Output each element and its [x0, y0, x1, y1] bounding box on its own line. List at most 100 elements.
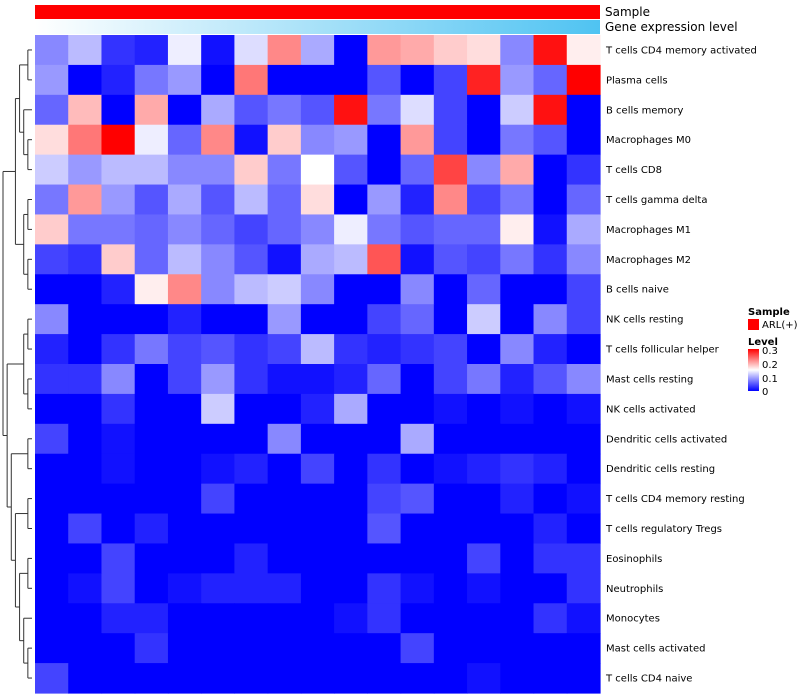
- heatmap-cell: [400, 573, 435, 604]
- heatmap-cell: [201, 244, 236, 275]
- heatmap-cell: [101, 603, 136, 634]
- heatmap-cell: [400, 513, 435, 545]
- heatmap-cell: [467, 364, 501, 395]
- heatmap-cell: [533, 364, 568, 395]
- gene-expression-annotation-bar: [35, 20, 600, 34]
- row-label: Plasma cells: [606, 75, 668, 86]
- heatmap-cell: [433, 364, 468, 395]
- heatmap-cell: [533, 35, 568, 66]
- heatmap-cell: [300, 393, 335, 425]
- heatmap-cell: [500, 35, 535, 66]
- heatmap-cell: [300, 274, 335, 305]
- heatmap-cell: [167, 214, 202, 245]
- heatmap-cell: [101, 244, 136, 275]
- heatmap-cell: [35, 423, 69, 455]
- heatmap-cell: [400, 244, 435, 275]
- heatmap-cell: [467, 483, 501, 515]
- heatmap-cell: [201, 35, 236, 66]
- heatmap-cell: [367, 35, 402, 66]
- heatmap-cell: [201, 573, 236, 604]
- heatmap-cell: [35, 154, 69, 186]
- heatmap-cell: [300, 334, 335, 365]
- heatmap-cell: [467, 304, 501, 335]
- heatmap-cell: [101, 35, 136, 66]
- heatmap-cell: [500, 663, 535, 694]
- heatmap-cell: [201, 603, 236, 634]
- heatmap-cell: [533, 603, 568, 634]
- heatmap-cell: [300, 453, 335, 485]
- heatmap-cell: [433, 214, 468, 245]
- heatmap-cell: [367, 334, 402, 365]
- heatmap-cell: [367, 453, 402, 485]
- heatmap-cell: [134, 64, 169, 96]
- heatmap-cell: [68, 244, 103, 275]
- heatmap-cell: [134, 423, 169, 455]
- heatmap-cell: [134, 154, 169, 186]
- row-label: Dendritic cells activated: [606, 434, 727, 445]
- heatmap-cell: [167, 154, 202, 186]
- heatmap-cell: [433, 124, 468, 156]
- heatmap-cell: [533, 64, 568, 96]
- heatmap-cell: [400, 214, 435, 245]
- heatmap-cell: [101, 214, 136, 245]
- heatmap-cell: [566, 244, 601, 275]
- heatmap-cell: [201, 124, 236, 156]
- heatmap-cell: [35, 184, 69, 216]
- legend: Sample ARL(+) Level 0.3 0.2 0.1 0: [748, 307, 798, 398]
- heatmap-cell: [334, 364, 368, 395]
- heatmap-cell: [500, 274, 535, 305]
- sample-annotation-label: Sample: [605, 5, 650, 19]
- heatmap-cell: [400, 274, 435, 305]
- heatmap-cell: [467, 423, 501, 455]
- heatmap-cell: [201, 334, 236, 365]
- heatmap-cell: [234, 423, 269, 455]
- row-label: Mast cells activated: [606, 644, 705, 655]
- heatmap-cell: [201, 423, 236, 455]
- heatmap-cell: [167, 483, 202, 515]
- heatmap-cell: [334, 633, 368, 664]
- heatmap-cell: [566, 364, 601, 395]
- heatmap-cells: [35, 35, 601, 694]
- heatmap-cell: [334, 64, 368, 96]
- heatmap-cell: [467, 35, 501, 66]
- heatmap-cell: [234, 274, 269, 305]
- heatmap-cell: [134, 304, 169, 335]
- heatmap-cell: [300, 184, 335, 216]
- heatmap-cell: [134, 35, 169, 66]
- heatmap-cell: [367, 184, 402, 216]
- row-dendrogram: [2, 49, 32, 679]
- heatmap-cell: [35, 94, 69, 126]
- heatmap-cell: [566, 633, 601, 664]
- heatmap-cell: [367, 513, 402, 545]
- heatmap-cell: [134, 483, 169, 515]
- heatmap-cell: [467, 64, 501, 96]
- heatmap-cell: [134, 573, 169, 604]
- heatmap-cell: [500, 94, 535, 126]
- heatmap-cell: [300, 124, 335, 156]
- heatmap-cell: [167, 274, 202, 305]
- heatmap-cell: [433, 35, 468, 66]
- heatmap-cell: [167, 35, 202, 66]
- heatmap-cell: [566, 64, 601, 96]
- heatmap-cell: [367, 663, 402, 694]
- heatmap-cell: [533, 423, 568, 455]
- heatmap-cell: [500, 483, 535, 515]
- heatmap-cell: [35, 513, 69, 545]
- heatmap-cell: [101, 663, 136, 694]
- heatmap-cell: [167, 393, 202, 425]
- heatmap-cell: [500, 364, 535, 395]
- heatmap-cell: [234, 35, 269, 66]
- heatmap-cell: [400, 304, 435, 335]
- heatmap-cell: [267, 633, 302, 664]
- heatmap-cell: [300, 64, 335, 96]
- heatmap-cell: [400, 124, 435, 156]
- heatmap-cell: [201, 633, 236, 664]
- heatmap-cell: [234, 453, 269, 485]
- heatmap-cell: [167, 64, 202, 96]
- heatmap-cell: [68, 214, 103, 245]
- heatmap-cell: [134, 513, 169, 545]
- heatmap-cell: [467, 94, 501, 126]
- heatmap-cell: [68, 543, 103, 574]
- heatmap-cell: [566, 423, 601, 455]
- row-label: Macrophages M2: [606, 255, 691, 266]
